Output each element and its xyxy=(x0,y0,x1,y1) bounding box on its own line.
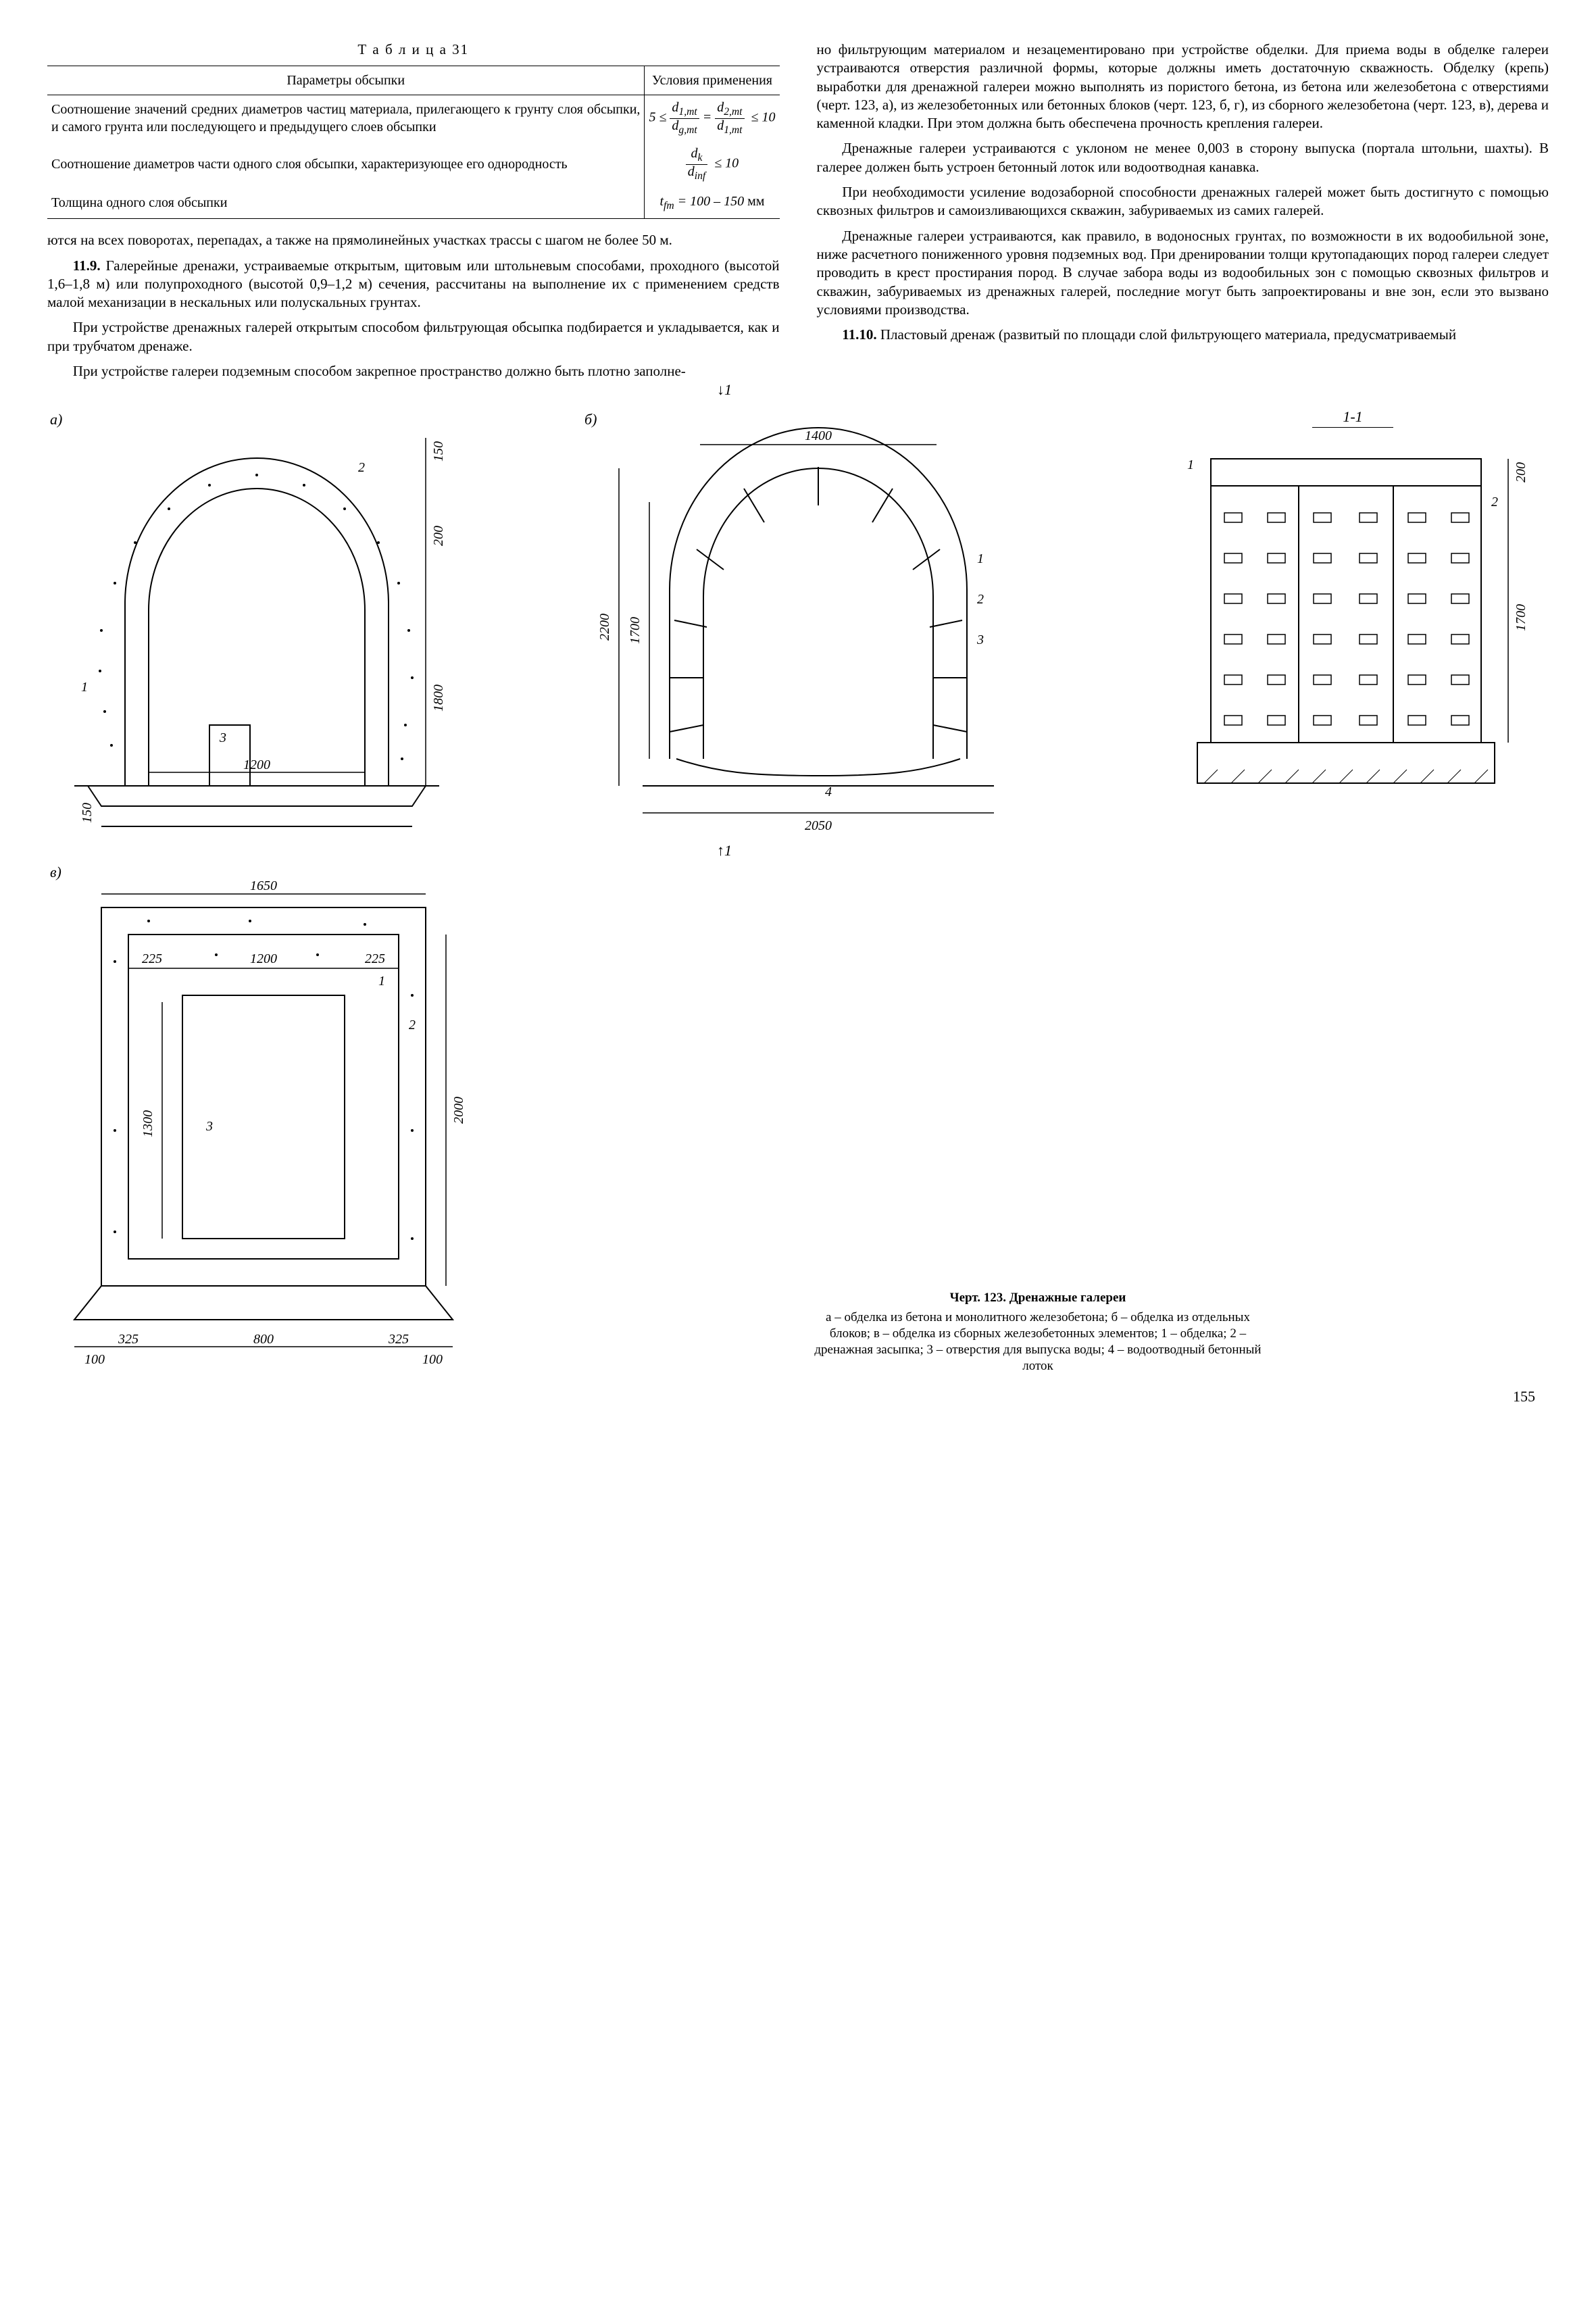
svg-text:100: 100 xyxy=(84,1352,105,1367)
fig-a-label: а) xyxy=(50,410,62,430)
fig-a-svg: 1200 1800 200 150 150 1 2 3 xyxy=(47,407,466,840)
fig-v: в) 1650 xyxy=(47,860,480,1374)
svg-text:2050: 2050 xyxy=(805,818,832,833)
svg-text:3: 3 xyxy=(205,1119,213,1134)
row3-param: Толщина одного слоя обсыпки xyxy=(47,187,645,219)
figure-caption: Черт. 123. Дренажные галереи а – обделка… xyxy=(527,860,1549,1374)
left-p3: При устройстве дренажных галерей открыты… xyxy=(47,318,780,355)
left-column: Т а б л и ц а 31 Параметры обсыпки Услов… xyxy=(47,41,780,387)
table-31: Параметры обсыпки Условия применения Соо… xyxy=(47,66,780,219)
svg-text:1700: 1700 xyxy=(1514,604,1528,631)
fig-v-svg: 1650 225 1200 225 2000 1300 325 800 325 … xyxy=(47,860,480,1374)
th-params: Параметры обсыпки xyxy=(47,66,645,95)
svg-text:150: 150 xyxy=(80,803,95,823)
svg-text:1800: 1800 xyxy=(431,684,446,712)
svg-text:325: 325 xyxy=(118,1332,139,1347)
svg-text:2200: 2200 xyxy=(597,614,612,641)
row2-param: Соотношение диаметров части одного слоя … xyxy=(47,141,645,187)
svg-text:100: 100 xyxy=(422,1352,443,1367)
caption-title: Черт. 123. Дренажные галереи xyxy=(527,1290,1549,1306)
svg-text:1: 1 xyxy=(378,974,385,989)
fig-b-label: б) xyxy=(584,410,597,430)
svg-text:2: 2 xyxy=(1491,495,1498,509)
svg-text:2: 2 xyxy=(409,1018,416,1032)
left-p1: ются на всех поворотах, перепадах, а так… xyxy=(47,231,780,249)
svg-text:1650: 1650 xyxy=(250,878,277,893)
svg-text:1: 1 xyxy=(81,680,88,695)
svg-text:1200: 1200 xyxy=(250,951,277,966)
svg-text:1: 1 xyxy=(977,551,984,566)
fig-b: б) ↓1 xyxy=(582,407,1041,840)
svg-text:2: 2 xyxy=(358,460,365,475)
left-p4: При устройстве галереи подземным способо… xyxy=(47,362,780,380)
figure-row-2: в) 1650 xyxy=(47,860,1549,1374)
section-marker-bottom: ↑1 xyxy=(717,841,732,861)
svg-text:3: 3 xyxy=(976,632,984,647)
caption-body: а – обделка из бетона и монолитного желе… xyxy=(808,1310,1268,1374)
right-p3: При необходимости усиление водозаборной … xyxy=(817,183,1549,220)
section-marker-top: ↓1 xyxy=(717,380,732,400)
figure-row-1: а) xyxy=(47,407,1549,840)
svg-text:1400: 1400 xyxy=(805,428,832,443)
page-number: 155 xyxy=(47,1387,1549,1407)
left-p2: 11.9. Галерейные дренажи, устраиваемые о… xyxy=(47,257,780,312)
table-title: Т а б л и ц а 31 xyxy=(47,41,780,59)
svg-text:225: 225 xyxy=(142,951,162,966)
row2-math: dkdinf ≤ 10 xyxy=(645,141,780,187)
svg-text:2000: 2000 xyxy=(451,1097,466,1124)
right-p1: но фильтрующим материалом и незацементир… xyxy=(817,41,1549,132)
right-column: но фильтрующим материалом и незацементир… xyxy=(817,41,1549,387)
svg-text:3: 3 xyxy=(219,730,226,745)
fig-a: а) xyxy=(47,407,466,840)
right-p5: 11.10. Пластовый дренаж (развитый по пло… xyxy=(817,326,1549,344)
row1-param: Соотношение значений средних диаметров ч… xyxy=(47,95,645,142)
right-p4: Дренажные галереи устраиваются, как прав… xyxy=(817,227,1549,319)
svg-text:1700: 1700 xyxy=(628,617,643,644)
svg-text:1: 1 xyxy=(1187,457,1194,472)
fig-b-svg: 1400 2050 2200 1700 1 2 3 4 xyxy=(582,407,1041,840)
svg-text:1200: 1200 xyxy=(243,757,270,772)
fig-v-label: в) xyxy=(50,863,61,882)
right-p2: Дренажные галереи устраиваются с уклоном… xyxy=(817,139,1549,176)
row3-math: tfm = 100 – 150 мм xyxy=(645,187,780,219)
svg-text:4: 4 xyxy=(825,785,832,799)
svg-text:1300: 1300 xyxy=(141,1110,155,1137)
svg-text:200: 200 xyxy=(431,526,446,546)
fig-section-label: 1-1 xyxy=(1312,407,1393,428)
svg-text:2: 2 xyxy=(977,592,984,607)
fig-section-svg: 1700 200 1 2 xyxy=(1157,432,1549,810)
svg-text:225: 225 xyxy=(365,951,385,966)
fig-section: 1-1 xyxy=(1157,407,1549,840)
th-cond: Условия применения xyxy=(645,66,780,95)
svg-text:325: 325 xyxy=(388,1332,409,1347)
svg-text:200: 200 xyxy=(1514,462,1528,482)
row1-math: 5 ≤ d1,mtdg,mt = d2,mtd1,mt ≤ 10 xyxy=(645,95,780,142)
svg-text:150: 150 xyxy=(431,441,446,462)
svg-text:800: 800 xyxy=(253,1332,274,1347)
